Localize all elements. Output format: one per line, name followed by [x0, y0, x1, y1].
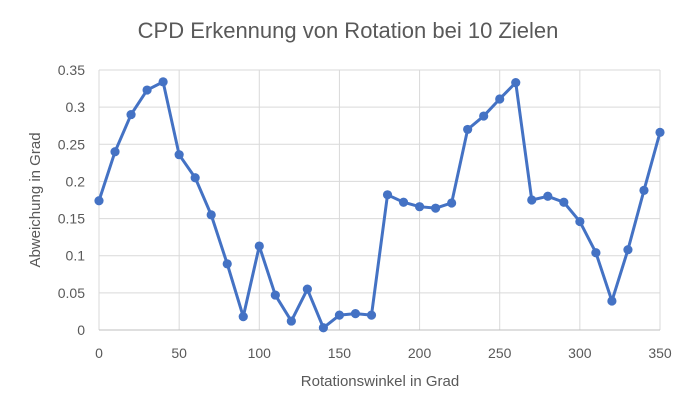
data-point — [559, 197, 569, 207]
data-point — [463, 124, 473, 135]
x-tick-label: 350 — [648, 345, 672, 361]
x-tick-label: 150 — [328, 345, 352, 361]
data-point — [270, 290, 280, 300]
data-point — [382, 190, 393, 200]
y-tick-label: 0.3 — [66, 99, 86, 115]
y-tick-label: 0.25 — [58, 136, 85, 152]
series-line — [97, 80, 662, 330]
data-point — [623, 245, 633, 255]
data-point — [591, 248, 601, 258]
x-tick-label: 200 — [408, 345, 432, 361]
x-tick-label: 300 — [568, 345, 592, 361]
data-point — [206, 210, 216, 220]
data-point — [286, 316, 296, 326]
x-tick-label: 0 — [95, 345, 103, 361]
data-point — [126, 109, 136, 120]
data-point — [414, 202, 425, 212]
y-tick-label: 0.15 — [58, 211, 85, 227]
x-tick-labels: 0 50 100 150 200 250 300 350 — [95, 345, 672, 361]
gridlines — [98, 69, 661, 330]
data-point — [190, 173, 200, 183]
data-point — [238, 312, 248, 322]
data-point — [511, 78, 521, 88]
data-point — [639, 185, 649, 195]
data-point — [479, 111, 489, 121]
data-point — [607, 296, 617, 306]
y-tick-label: 0.2 — [66, 173, 86, 189]
x-tick-label: 100 — [248, 345, 272, 361]
y-axis-title: Abweichung in Grad — [27, 132, 44, 267]
data-point — [318, 323, 328, 333]
y-tick-label: 0 — [77, 322, 85, 338]
data-point — [447, 198, 457, 208]
data-point — [158, 77, 168, 87]
y-tick-label: 0.35 — [58, 62, 85, 78]
x-tick-label: 250 — [488, 345, 512, 361]
data-point — [495, 94, 505, 104]
data-point — [334, 310, 345, 320]
x-tick-label: 50 — [171, 345, 187, 361]
y-tick-labels: 0 0.05 0.1 0.15 0.2 0.25 0.3 0.35 — [58, 62, 85, 338]
data-point — [543, 191, 553, 201]
data-point — [655, 127, 665, 137]
data-point — [398, 197, 409, 207]
data-point — [110, 147, 120, 157]
data-point — [431, 203, 441, 213]
data-point — [366, 310, 377, 320]
data-point — [350, 309, 361, 319]
y-tick-label: 0.1 — [66, 248, 86, 264]
series — [94, 77, 665, 333]
chart-title: CPD Erkennung von Rotation bei 10 Zielen — [138, 18, 559, 43]
data-point — [302, 284, 312, 294]
x-axis-title: Rotationswinkel in Grad — [301, 373, 459, 390]
data-point — [527, 195, 537, 205]
data-point — [575, 216, 585, 227]
data-point — [174, 150, 184, 160]
data-point — [142, 85, 152, 95]
data-point — [94, 196, 104, 206]
y-tick-label: 0.05 — [58, 285, 85, 301]
data-point — [254, 241, 264, 251]
data-point — [222, 259, 232, 269]
